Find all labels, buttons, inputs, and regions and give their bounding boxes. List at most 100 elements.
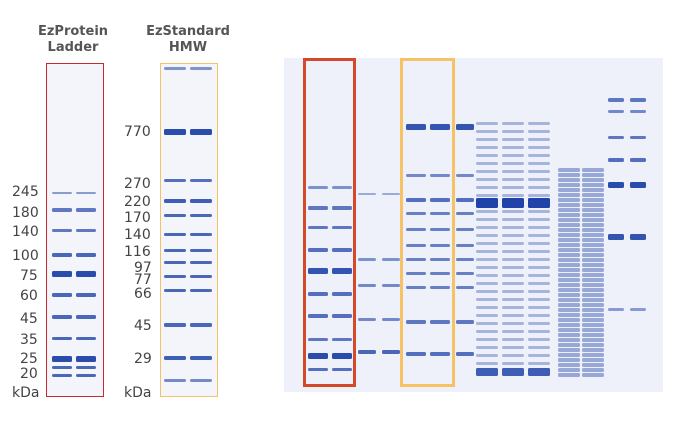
gel-band xyxy=(190,179,212,182)
gel-band xyxy=(332,338,352,341)
gel-band xyxy=(476,178,498,181)
gel-band xyxy=(476,266,498,269)
hmw-label-77: 77 xyxy=(134,272,152,288)
gel-band xyxy=(528,258,550,261)
gel-band xyxy=(558,323,580,327)
gel-band xyxy=(308,248,328,252)
gel-band xyxy=(476,368,498,376)
hmw-label-116: 116 xyxy=(124,244,151,260)
gel-band xyxy=(476,290,498,293)
ezstandard-title-line1: EzStandard xyxy=(146,24,230,39)
gel-band xyxy=(558,178,580,182)
gel-band xyxy=(558,308,580,312)
hmw-label-140: 140 xyxy=(124,227,151,243)
gel-band xyxy=(190,67,212,70)
gel-band xyxy=(52,356,72,362)
gel-band xyxy=(332,292,352,296)
gel-band xyxy=(476,282,498,285)
gel-band xyxy=(476,198,498,208)
gel-band xyxy=(358,284,376,287)
gel-band xyxy=(190,289,212,292)
gel-band xyxy=(190,356,212,360)
gel-band xyxy=(502,282,524,285)
gel-band xyxy=(476,322,498,325)
gel-band xyxy=(558,263,580,267)
gel-band xyxy=(582,328,604,332)
gel-band xyxy=(190,129,212,135)
gel-band xyxy=(582,368,604,372)
gel-band xyxy=(76,253,96,257)
gel-band xyxy=(52,374,72,377)
gel-band xyxy=(582,303,604,307)
gel-band xyxy=(308,186,328,189)
gel-band xyxy=(502,146,524,149)
gel-band xyxy=(476,162,498,165)
gel-band xyxy=(558,298,580,302)
gel-band xyxy=(528,250,550,253)
gel-band xyxy=(558,253,580,257)
gel-band xyxy=(456,228,474,231)
gel-band xyxy=(308,292,328,296)
gel-band xyxy=(308,226,328,229)
ladder-label-25: 25 xyxy=(20,351,38,367)
gel-band xyxy=(558,238,580,242)
gel-band xyxy=(308,368,328,371)
gel-band xyxy=(528,330,550,333)
gel-band xyxy=(582,278,604,282)
gel-band xyxy=(558,288,580,292)
gel-band xyxy=(558,268,580,272)
gel-band xyxy=(190,249,212,252)
gel-band xyxy=(190,214,212,217)
gel-band xyxy=(456,212,474,215)
gel-band xyxy=(630,182,646,188)
gel-band xyxy=(406,320,426,324)
gel-band xyxy=(558,188,580,192)
gel-band xyxy=(430,286,450,289)
gel-band xyxy=(558,368,580,372)
gel-band xyxy=(382,258,400,261)
gel-band xyxy=(332,186,352,189)
gel-band xyxy=(630,136,646,139)
gel-band xyxy=(476,346,498,349)
gel-band xyxy=(502,138,524,141)
gel-band xyxy=(52,315,72,319)
gel-band xyxy=(358,193,376,195)
gel-band xyxy=(558,278,580,282)
gel-band xyxy=(456,198,474,202)
gel-band xyxy=(502,346,524,349)
gel-band xyxy=(528,322,550,325)
gel-band xyxy=(76,192,96,194)
gel-band xyxy=(582,283,604,287)
gel-band xyxy=(502,274,524,277)
gel-band xyxy=(308,314,328,318)
gel-band xyxy=(582,253,604,257)
gel-band xyxy=(528,178,550,181)
ladder-label-100: 100 xyxy=(12,248,39,264)
gel-band xyxy=(502,210,524,213)
gel-band xyxy=(76,208,96,212)
gel-band xyxy=(558,318,580,322)
gel-band xyxy=(558,213,580,217)
gel-band xyxy=(430,320,450,324)
gel-band xyxy=(528,306,550,309)
gel-band xyxy=(76,271,96,277)
gel-band xyxy=(332,248,352,252)
gel-band xyxy=(476,234,498,237)
gel-band xyxy=(476,354,498,357)
ladder-label-75: 75 xyxy=(20,268,38,284)
gel-band xyxy=(582,243,604,247)
gel-band xyxy=(430,174,450,177)
hmw-label-kda: kDa xyxy=(124,385,152,401)
gel-band xyxy=(528,194,550,197)
gel-band xyxy=(430,212,450,215)
gel-band xyxy=(582,238,604,242)
gel-band xyxy=(558,198,580,202)
gel-band xyxy=(558,243,580,247)
gel-band xyxy=(528,368,550,376)
gel-band xyxy=(502,242,524,245)
gel-band xyxy=(476,330,498,333)
gel-band xyxy=(406,258,426,261)
gel-band xyxy=(582,343,604,347)
gel-band xyxy=(582,208,604,212)
hmw-label-97: 97 xyxy=(134,260,152,276)
